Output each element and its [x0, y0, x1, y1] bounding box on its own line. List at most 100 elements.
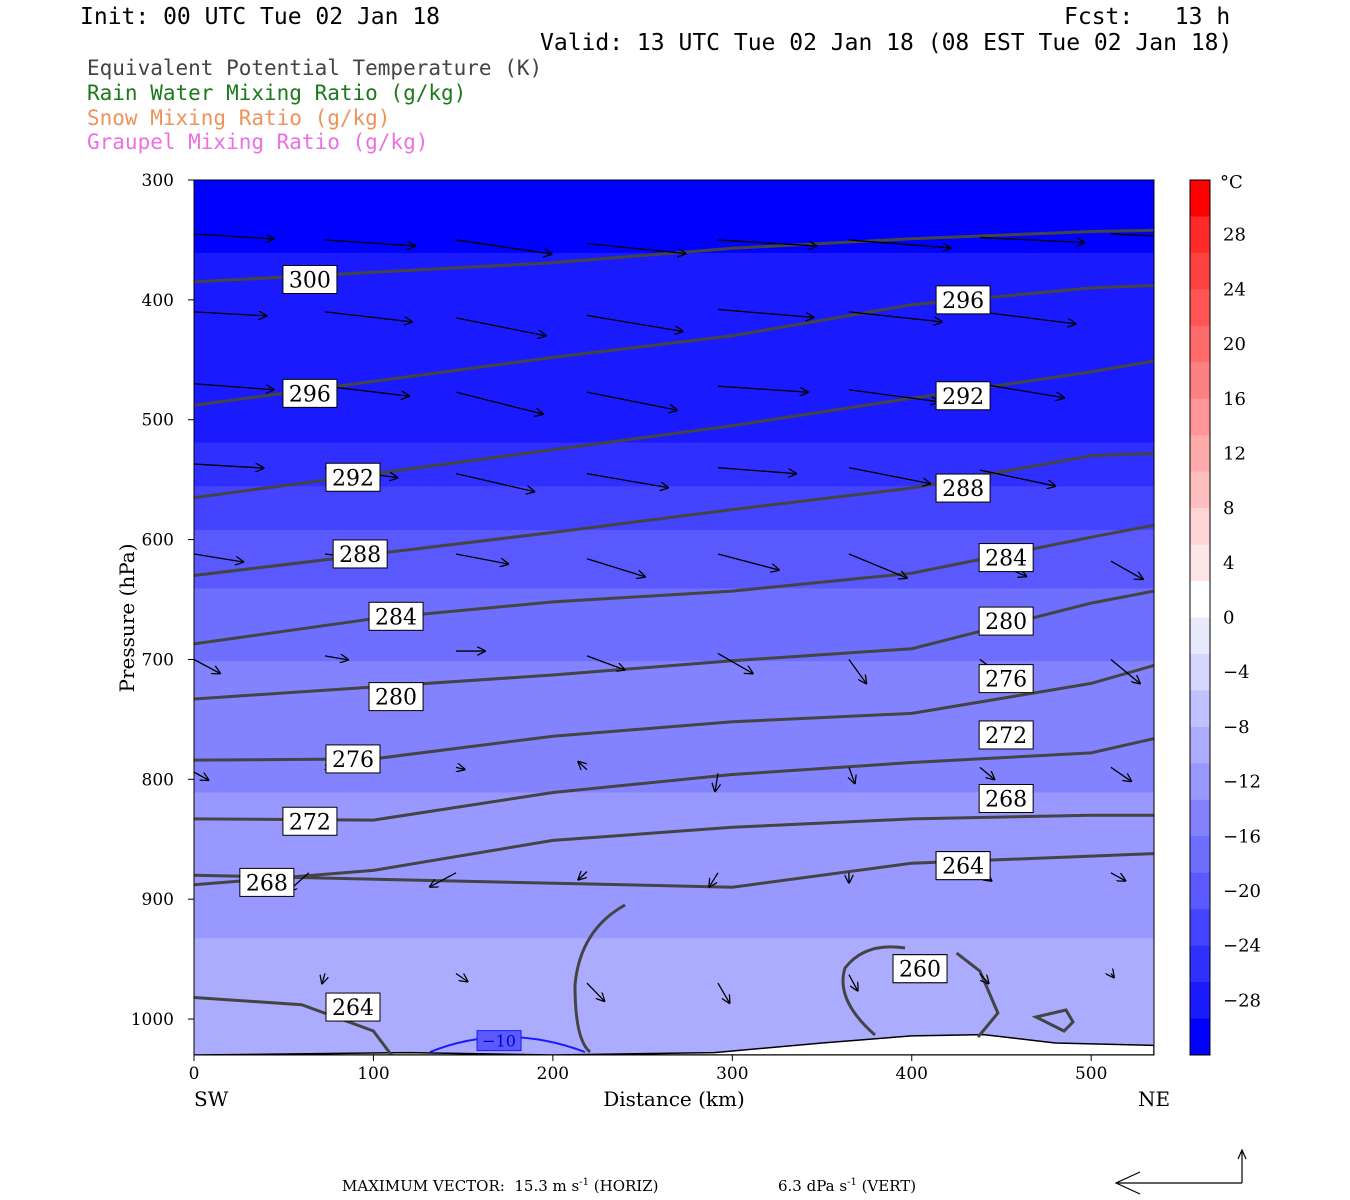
- theta-e-label-284: 284: [978, 543, 1034, 573]
- wind-vector: [848, 389, 939, 402]
- wind-vector: [979, 766, 995, 779]
- theta-e-label-260: 260: [892, 954, 948, 984]
- wind-vector: [324, 311, 412, 322]
- temperature-shading: [194, 180, 1154, 1055]
- isotherm-label: −10: [476, 1030, 522, 1052]
- contour-label-text: 272: [289, 810, 331, 835]
- legend-graupel: Graupel Mixing Ratio (g/kg): [87, 130, 429, 154]
- wind-vector: [848, 659, 866, 683]
- contour-label-text: 260: [899, 958, 941, 983]
- colorbar-swatch: [1190, 799, 1210, 837]
- wind-vector: [848, 553, 907, 578]
- temperature-band: [194, 894, 1154, 911]
- x-tick-label: 200: [537, 1064, 569, 1084]
- theta-e-label-280: 280: [978, 606, 1034, 636]
- wind-vector: [717, 652, 753, 673]
- contour-label-box: [978, 543, 1034, 573]
- colorbar-swatch: [1190, 435, 1210, 473]
- colorbar-tick-label: 8: [1223, 498, 1234, 519]
- temperature-band: [194, 792, 1154, 809]
- theta-e-contour-closed: [1031, 1008, 1075, 1033]
- y-tick-label: 1000: [131, 1010, 174, 1030]
- contour-label-text: 280: [375, 686, 417, 711]
- wind-vector: [455, 239, 552, 254]
- wind-vector: [848, 467, 930, 484]
- theta-e-label-276: 276: [325, 744, 381, 774]
- wind-vector: [1110, 872, 1126, 881]
- wind-vector: [849, 767, 855, 783]
- max-vector-label: MAXIMUM VECTOR:: [342, 1177, 505, 1195]
- wind-vector: [717, 385, 808, 392]
- x-tick-label: 0: [189, 1064, 200, 1084]
- wind-vector: [586, 473, 668, 488]
- contour-label-box: [368, 601, 424, 631]
- temperature-band: [194, 632, 1154, 648]
- contour-label-box: [978, 664, 1034, 694]
- colorbar-unit: °C: [1220, 172, 1243, 193]
- wind-vector: [586, 655, 625, 670]
- theta-e-contour-260: [955, 951, 1000, 1038]
- contour-label-box: [239, 867, 295, 897]
- contour-label-text: 284: [985, 547, 1027, 572]
- contour-label-text: 288: [339, 543, 381, 568]
- temperature-band: [194, 209, 1154, 225]
- axes: 0 100 200 300 400 500 300 400 500 600 700 800 900 100…: [115, 171, 1170, 1111]
- contour-label-box: [368, 682, 424, 712]
- theta-e-label-284: 284: [368, 601, 424, 631]
- init-time: Init: 00 UTC Tue 02 Jan 18: [80, 4, 441, 30]
- theta-e-label-280: 280: [368, 682, 424, 712]
- forecast-hour: Fcst: 13 h: [1064, 4, 1231, 30]
- wind-vector: [717, 308, 814, 317]
- temperature-band: [194, 296, 1154, 313]
- temperature-band: [194, 661, 1154, 677]
- temperature-band: [194, 282, 1154, 298]
- x-end-label-ne: NE: [1138, 1087, 1170, 1111]
- colorbar-tick-label: 24: [1223, 279, 1246, 300]
- colorbar-swatch: [1190, 763, 1210, 801]
- theta-e-label-300: 300: [282, 264, 338, 294]
- temperature-band: [194, 325, 1154, 342]
- contour-labels: 300 296 292 288 284 280 276 272 268 264 264 260 296 2…: [239, 264, 1034, 1052]
- max-vector-vert: 6.3 dPa s-1 (VERT): [778, 1177, 917, 1195]
- colorbar-swatch: [1190, 581, 1210, 618]
- temperature-band: [194, 340, 1154, 356]
- temperature-band: [194, 602, 1154, 619]
- wind-vector: [455, 317, 546, 336]
- temperature-band: [194, 588, 1154, 604]
- theta-e-label-296: 296: [935, 285, 991, 315]
- contour-label-box: [282, 806, 338, 836]
- temperature-band: [194, 427, 1154, 444]
- contour-label-text: 276: [985, 668, 1027, 693]
- contour-label-text: 288: [942, 477, 984, 502]
- wind-vector: [1111, 973, 1114, 977]
- theta-e-label-272: 272: [978, 720, 1034, 750]
- wind-vector: [455, 391, 543, 414]
- wind-vector: [578, 762, 588, 770]
- colorbar-swatch: [1190, 726, 1210, 764]
- wind-vector: [456, 767, 465, 769]
- wind-vector: [848, 239, 951, 248]
- contour-label-text: 268: [985, 787, 1027, 812]
- temperature-band: [194, 515, 1154, 531]
- temperature-band: [194, 938, 1154, 954]
- colorbar-swatch: [1190, 872, 1210, 910]
- colorbar-swatch: [1190, 690, 1210, 728]
- temperature-band: [194, 559, 1154, 575]
- wind-vector: [586, 391, 677, 410]
- wind-vector: [979, 973, 989, 983]
- x-tick-label: 300: [716, 1064, 748, 1084]
- contour-label-box: [892, 954, 948, 984]
- contour-label-text: 264: [332, 996, 374, 1021]
- wind-vector: [717, 982, 730, 1003]
- contour-label-box: [282, 264, 338, 294]
- temperature-band: [194, 252, 1154, 269]
- colorbar-tick-label: −24: [1223, 936, 1261, 957]
- theta-e-contour-300: [194, 228, 1154, 284]
- contour-label-box: [325, 744, 381, 774]
- temperature-band: [194, 311, 1154, 327]
- wind-vector: [979, 469, 1055, 486]
- colorbar-tick-label: 4: [1223, 553, 1234, 574]
- wind-vector: [848, 974, 858, 991]
- wind-vector: [194, 383, 274, 390]
